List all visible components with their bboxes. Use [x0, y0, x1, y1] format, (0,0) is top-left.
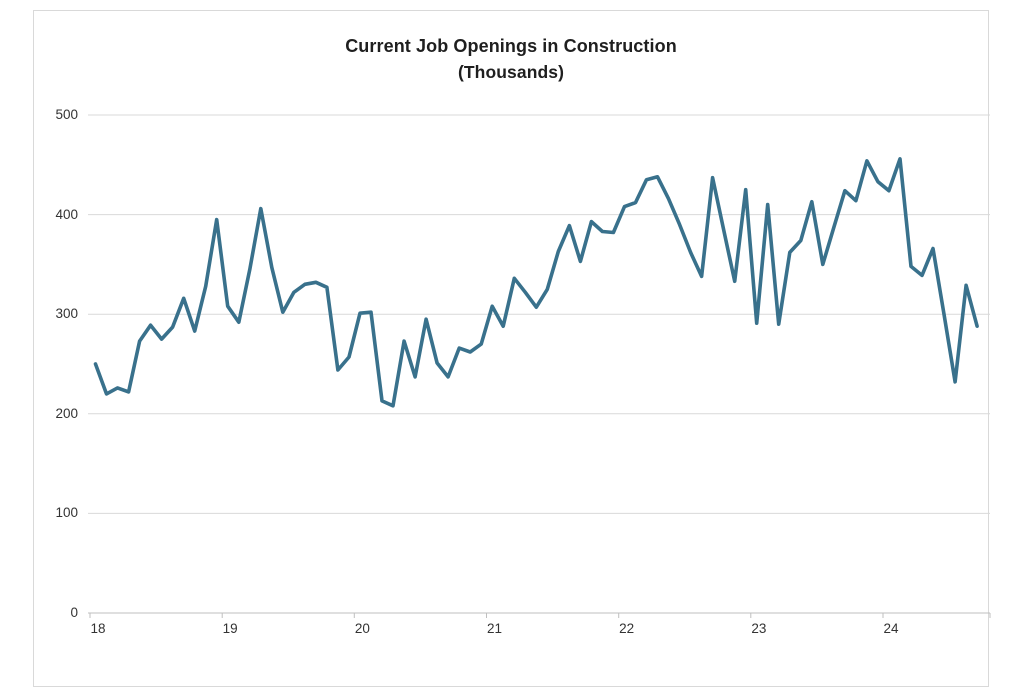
y-axis-tick-label: 500 [55, 107, 78, 122]
x-axis-tick-label: 24 [883, 621, 899, 636]
chart-frame [33, 10, 989, 687]
gridlines [88, 114, 990, 514]
x-axis [88, 612, 991, 618]
y-axis-tick-label: 400 [55, 206, 78, 222]
y-axis-tick-label: 100 [55, 505, 78, 521]
x-axis-tick-label: 20 [354, 621, 370, 636]
chart-title-line1: Current Job Openings in Construction [345, 36, 677, 56]
x-axis-tick-label: 21 [486, 621, 503, 636]
data-series-line [93, 157, 979, 408]
chart-title-line2: (Thousands) [457, 62, 565, 82]
data-series [93, 157, 979, 408]
chart-title: Current Job Openings in Construction (Th… [33, 33, 989, 85]
x-axis-tick-label: 19 [222, 621, 238, 636]
y-axis-tick-label: 0 [70, 605, 78, 620]
x-axis-tick-label: 18 [90, 621, 106, 636]
y-axis-tick-label: 200 [55, 405, 78, 421]
x-axis-tick-label: 22 [619, 621, 635, 636]
x-axis-tick-label: 23 [751, 621, 767, 636]
y-axis-tick-label: 300 [55, 306, 78, 322]
